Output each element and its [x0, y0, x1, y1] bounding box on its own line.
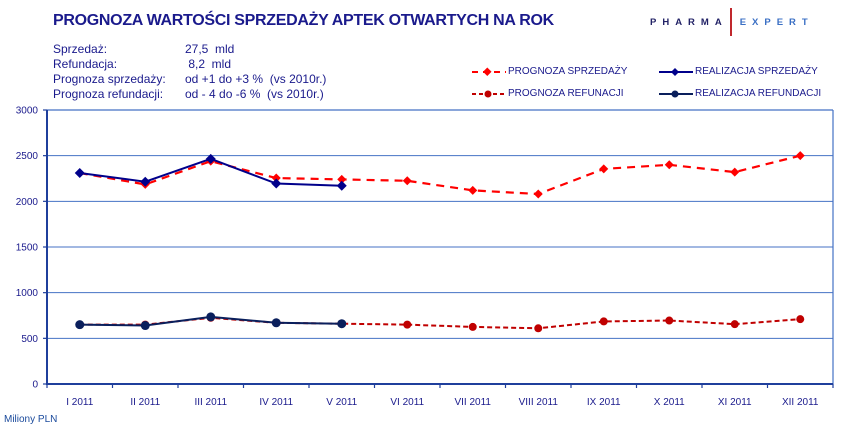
legend-item-actual-refund: REALIZACJA REFUNDACJI: [657, 88, 821, 99]
x-tick-label: VII 2011: [454, 397, 491, 408]
data-point-circle: [403, 320, 412, 329]
info-label: Prognoza sprzedaży:: [53, 72, 166, 86]
data-point-circle: [468, 322, 477, 331]
info-row-refund: Refundacja: 8,2 mld: [53, 57, 326, 72]
logo-text-expert: EXPERT: [739, 16, 814, 28]
legend-swatch-solid-circle: [659, 90, 693, 97]
data-point-diamond: [271, 173, 281, 183]
data-point-circle: [75, 320, 85, 330]
data-point-circle: [599, 317, 608, 326]
data-point-diamond: [795, 151, 805, 161]
y-units-label: Miliony PLN: [4, 414, 58, 425]
data-point-diamond: [533, 189, 543, 199]
x-tick-label: I 2011: [66, 397, 93, 408]
y-tick-label: 2500: [16, 151, 39, 162]
x-tick-label: VI 2011: [390, 397, 424, 408]
series-line-0: [79, 154, 801, 196]
legend-swatch-solid-diamond: [659, 67, 693, 76]
data-point-diamond: [140, 176, 151, 187]
chart-title: PROGNOZA WARTOŚCI SPRZEDAŻY APTEK OTWART…: [53, 12, 554, 29]
x-tick-label: XI 2011: [718, 397, 752, 408]
logo-text-pharma: PHARMA: [650, 16, 728, 28]
summary-info: Sprzedaż: 27,5 mld Refundacja: 8,2 mld P…: [53, 42, 326, 102]
data-point-circle: [534, 324, 543, 333]
data-point-diamond: [74, 168, 85, 179]
legend-item-forecast-sales: PROGNOZA SPRZEDAŻY: [470, 66, 627, 77]
legend-label: PROGNOZA SPRZEDAŻY: [508, 66, 628, 77]
data-point-diamond: [468, 185, 478, 195]
info-value: od +1 do +3 % (vs 2010r.): [185, 72, 327, 86]
info-label: Sprzedaż:: [53, 42, 108, 56]
data-point-circle: [796, 315, 805, 324]
info-value: 27,5 mld: [185, 42, 235, 56]
data-point-circle: [140, 321, 150, 331]
x-tick-label: II 2011: [130, 397, 160, 408]
legend-label: PROGNOZA REFUNACJI: [508, 88, 624, 99]
x-tick-label: VIII 2011: [519, 397, 559, 408]
logo-divider: [729, 8, 732, 36]
x-tick-label: X 2011: [654, 397, 685, 408]
x-tick-label: V 2011: [326, 397, 357, 408]
y-tick-label: 1000: [16, 288, 39, 299]
legend-label: REALIZACJA REFUNDACJI: [695, 88, 822, 99]
info-label: Prognoza refundacji:: [53, 87, 164, 101]
data-point-diamond: [599, 164, 609, 174]
legend-item-actual-sales: REALIZACJA SPRZEDAŻY: [657, 66, 818, 77]
info-label: Refundacja:: [53, 57, 118, 71]
legend-swatch-dashed-circle: [472, 90, 506, 97]
x-tick-label: XII 2011: [782, 397, 819, 408]
info-row-sales: Sprzedaż: 27,5 mld: [53, 42, 326, 57]
data-point-circle: [337, 319, 347, 329]
legend-label: REALIZACJA SPRZEDAŻY: [695, 66, 818, 77]
data-point-circle: [730, 320, 739, 329]
data-point-diamond: [336, 180, 347, 191]
legend-item-forecast-refund: PROGNOZA REFUNACJI: [470, 88, 624, 99]
x-tick-label: IV 2011: [259, 397, 293, 408]
info-value: od - 4 do -6 % (vs 2010r.): [185, 87, 324, 101]
legend-swatch-dashed-diamond: [472, 66, 506, 76]
data-point-diamond: [664, 160, 674, 170]
info-row-refund-forecast: Prognoza refundacji: od - 4 do -6 % (vs …: [53, 87, 326, 102]
y-tick-label: 500: [21, 334, 38, 345]
data-point-diamond: [337, 174, 347, 184]
x-tick-label: IX 2011: [587, 397, 621, 408]
data-point-circle: [206, 312, 216, 322]
data-point-diamond: [271, 178, 282, 189]
y-tick-label: 1500: [16, 243, 39, 254]
y-tick-label: 0: [32, 380, 38, 391]
pharma-expert-logo: PHARMA EXPERT: [650, 8, 814, 36]
data-point-circle: [271, 318, 281, 328]
data-point-diamond: [205, 153, 216, 164]
y-tick-label: 2000: [16, 197, 39, 208]
info-row-sales-forecast: Prognoza sprzedaży: od +1 do +3 % (vs 20…: [53, 72, 326, 87]
data-point-diamond: [730, 167, 740, 177]
data-point-circle: [665, 316, 674, 325]
x-tick-label: III 2011: [194, 397, 227, 408]
data-point-diamond: [402, 176, 412, 186]
y-tick-label: 3000: [16, 106, 39, 117]
info-value: 8,2 mld: [185, 57, 232, 71]
